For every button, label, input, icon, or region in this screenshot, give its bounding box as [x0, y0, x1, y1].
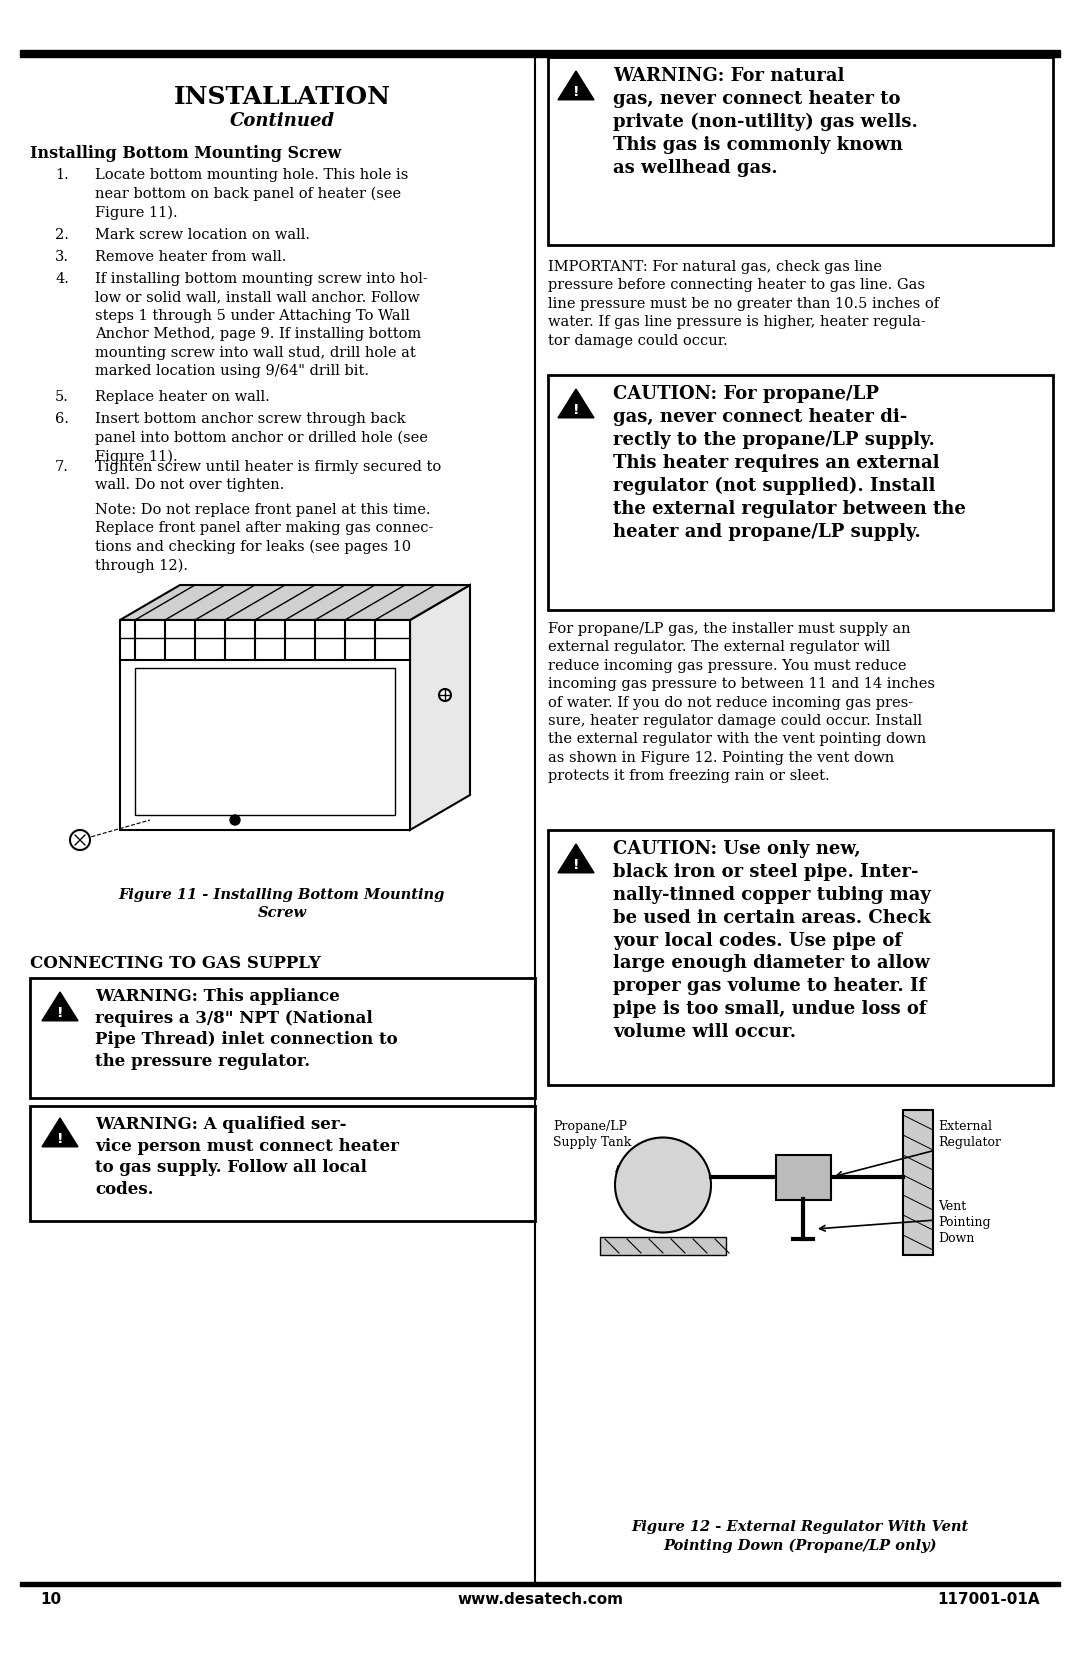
Text: 7.: 7.: [55, 461, 69, 474]
Text: INSTALLATION: INSTALLATION: [174, 85, 391, 108]
Text: Locate bottom mounting hole. This hole is
near bottom on back panel of heater (s: Locate bottom mounting hole. This hole i…: [95, 169, 408, 220]
Text: Propane/LP
Supply Tank: Propane/LP Supply Tank: [553, 1120, 632, 1148]
Bar: [21, 1582, 1059, 1586]
Bar: [30, 978, 535, 1098]
Polygon shape: [558, 845, 594, 873]
Text: !: !: [57, 1006, 64, 1020]
Text: 10: 10: [40, 1592, 62, 1607]
Text: !: !: [572, 402, 579, 417]
Bar: [903, 1110, 933, 1255]
Text: !: !: [572, 85, 579, 98]
Text: 117001-01A: 117001-01A: [937, 1592, 1040, 1607]
Text: WARNING: A qualified ser-
vice person must connect heater
to gas supply. Follow : WARNING: A qualified ser- vice person mu…: [95, 1117, 399, 1198]
Text: Continued: Continued: [229, 112, 335, 130]
Circle shape: [230, 814, 240, 824]
Text: CAUTION: For propane/LP
gas, never connect heater di-
rectly to the propane/LP s: CAUTION: For propane/LP gas, never conne…: [613, 386, 966, 541]
Bar: [30, 1107, 535, 1222]
Text: For propane/LP gas, the installer must supply an
external regulator. The externa: For propane/LP gas, the installer must s…: [548, 623, 935, 783]
Text: 4.: 4.: [55, 272, 69, 285]
Polygon shape: [120, 586, 470, 619]
Ellipse shape: [615, 1138, 711, 1232]
Text: Replace heater on wall.: Replace heater on wall.: [95, 391, 270, 404]
Polygon shape: [558, 72, 594, 100]
Text: Installing Bottom Mounting Screw: Installing Bottom Mounting Screw: [30, 145, 341, 162]
Text: Remove heater from wall.: Remove heater from wall.: [95, 250, 286, 264]
Circle shape: [70, 829, 90, 850]
Bar: [777, 1155, 831, 1200]
Text: Figure 12 - External Regulator With Vent
Pointing Down (Propane/LP only): Figure 12 - External Regulator With Vent…: [632, 1520, 969, 1552]
Text: Insert bottom anchor screw through back
panel into bottom anchor or drilled hole: Insert bottom anchor screw through back …: [95, 412, 428, 464]
Text: Figure 11 - Installing Bottom Mounting
Screw: Figure 11 - Installing Bottom Mounting S…: [119, 888, 445, 920]
Bar: [135, 668, 395, 814]
Polygon shape: [410, 586, 470, 829]
Text: 5.: 5.: [55, 391, 69, 404]
Text: !: !: [572, 858, 579, 871]
Bar: [21, 50, 1059, 57]
Text: CONNECTING TO GAS SUPPLY: CONNECTING TO GAS SUPPLY: [30, 955, 321, 971]
Text: External
Regulator: External Regulator: [939, 1120, 1001, 1148]
Bar: [548, 376, 1053, 609]
Bar: [120, 619, 410, 829]
Text: 6.: 6.: [55, 412, 69, 426]
Polygon shape: [42, 1118, 78, 1147]
Text: 2.: 2.: [55, 229, 69, 242]
Text: www.desatech.com: www.desatech.com: [457, 1592, 623, 1607]
Bar: [548, 57, 1053, 245]
Circle shape: [438, 689, 451, 701]
Polygon shape: [42, 991, 78, 1021]
Bar: [548, 829, 1053, 1085]
Text: WARNING: For natural
gas, never connect heater to
private (non-utility) gas well: WARNING: For natural gas, never connect …: [613, 67, 918, 177]
Text: 3.: 3.: [55, 250, 69, 264]
Text: IMPORTANT: For natural gas, check gas line
pressure before connecting heater to : IMPORTANT: For natural gas, check gas li…: [548, 260, 940, 347]
Text: Mark screw location on wall.: Mark screw location on wall.: [95, 229, 310, 242]
Text: Tighten screw until heater is firmly secured to
wall. Do not over tighten.: Tighten screw until heater is firmly sec…: [95, 461, 442, 492]
Text: CAUTION: Use only new,
black iron or steel pipe. Inter-
nally-tinned copper tubi: CAUTION: Use only new, black iron or ste…: [613, 840, 931, 1041]
Text: WARNING: This appliance
requires a 3/8" NPT (National
Pipe Thread) inlet connect: WARNING: This appliance requires a 3/8" …: [95, 988, 397, 1070]
Text: 1.: 1.: [55, 169, 69, 182]
Bar: [600, 1237, 726, 1255]
Text: If installing bottom mounting screw into hol-
low or solid wall, install wall an: If installing bottom mounting screw into…: [95, 272, 428, 377]
Polygon shape: [558, 389, 594, 417]
Text: Note: Do not replace front panel at this time.
Replace front panel after making : Note: Do not replace front panel at this…: [95, 502, 433, 572]
Text: !: !: [57, 1132, 64, 1145]
Text: Vent
Pointing
Down: Vent Pointing Down: [939, 1200, 990, 1245]
